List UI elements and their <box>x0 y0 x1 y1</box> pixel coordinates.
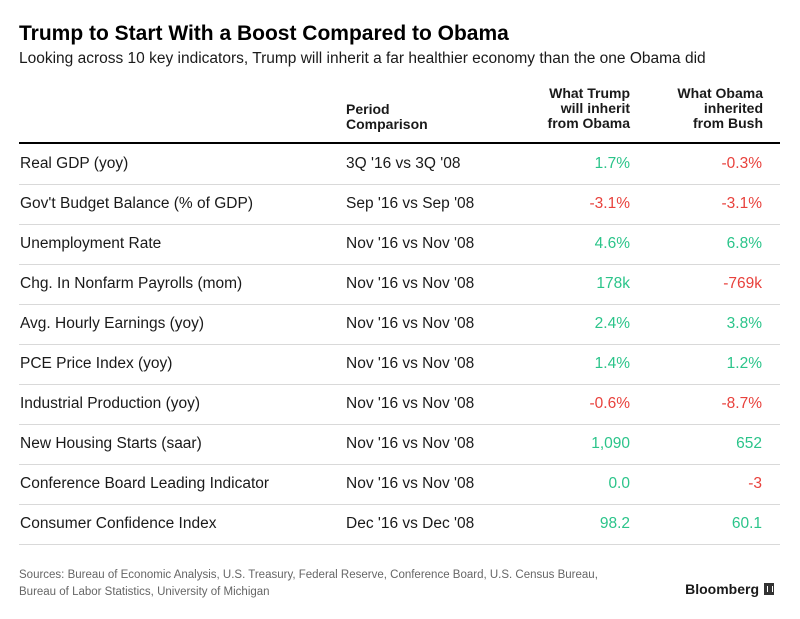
table-row: Chg. In Nonfarm Payrolls (mom) Nov '16 vs… <box>19 264 780 305</box>
indicator-cell: Avg. Hourly Earnings (yoy) <box>20 315 205 332</box>
obama-value-cell: -0.3% <box>721 155 763 172</box>
trump-value-cell: 98.2 <box>599 515 630 532</box>
header-obama-line: from Bush <box>693 115 763 131</box>
period-cell: 3Q '16 vs 3Q '08 <box>346 155 461 172</box>
table-row: Real GDP (yoy) 3Q '16 vs 3Q '08 1.7% -0.3% <box>19 144 780 185</box>
period-cell: Nov '16 vs Nov '08 <box>346 355 475 372</box>
table-row: Industrial Production (yoy) Nov '16 vs No… <box>19 384 780 425</box>
header-trump-line: What Trump <box>549 85 630 101</box>
obama-value-cell: 652 <box>736 435 762 452</box>
header-rule <box>19 142 780 144</box>
sources-note: Sources: Bureau of Economic Analysis, U.… <box>19 567 659 601</box>
brand-name: Bloomberg <box>685 581 759 597</box>
trump-value-cell: 1.4% <box>594 355 630 372</box>
indicator-cell: New Housing Starts (saar) <box>20 435 202 452</box>
indicator-cell: Unemployment Rate <box>20 235 162 252</box>
trump-value-cell: 1.7% <box>594 155 630 172</box>
chart-title: Trump to Start With a Boost Compared to … <box>19 22 509 45</box>
trump-value-cell: 178k <box>596 275 630 292</box>
header-trump-line: will inherit <box>560 100 630 116</box>
obama-value-cell: 1.2% <box>726 355 762 372</box>
obama-value-cell: -769k <box>723 275 762 292</box>
obama-value-cell: 3.8% <box>726 315 762 332</box>
table-row: PCE Price Index (yoy) Nov '16 vs Nov '08 1… <box>19 344 780 385</box>
bloomberg-logo-icon <box>764 583 774 595</box>
header-obama-line: inherited <box>703 100 763 116</box>
header-trump: What Trump will inherit from Obama <box>490 86 630 131</box>
indicator-cell: Gov't Budget Balance (% of GDP) <box>20 195 253 212</box>
indicator-cell: Chg. In Nonfarm Payrolls (mom) <box>20 275 243 292</box>
indicator-cell: PCE Price Index (yoy) <box>20 355 173 372</box>
header-period-line: Comparison <box>346 116 428 132</box>
period-cell: Nov '16 vs Nov '08 <box>346 475 475 492</box>
table-row: Avg. Hourly Earnings (yoy) Nov '16 vs Nov… <box>19 304 780 345</box>
trump-value-cell: 1,090 <box>591 435 630 452</box>
period-cell: Sep '16 vs Sep '08 <box>346 195 475 212</box>
indicator-cell: Conference Board Leading Indicator <box>20 475 270 492</box>
table-row: Unemployment Rate Nov '16 vs Nov '08 4.6% 6… <box>19 224 780 265</box>
period-cell: Dec '16 vs Dec '08 <box>346 515 475 532</box>
sources-line: Sources: Bureau of Economic Analysis, U.… <box>19 569 598 581</box>
period-cell: Nov '16 vs Nov '08 <box>346 235 475 252</box>
indicator-cell: Industrial Production (yoy) <box>20 395 201 412</box>
header-period: Period Comparison <box>346 102 486 132</box>
obama-value-cell: 6.8% <box>726 235 762 252</box>
trump-value-cell: -3.1% <box>589 195 631 212</box>
obama-value-cell: -8.7% <box>721 395 763 412</box>
indicator-cell: Consumer Confidence Index <box>20 515 217 532</box>
brand: Bloomberg <box>685 581 774 597</box>
indicator-cell: Real GDP (yoy) <box>20 155 129 172</box>
header-period-line: Period <box>346 101 390 117</box>
period-cell: Nov '16 vs Nov '08 <box>346 315 475 332</box>
header-obama: What Obama inherited from Bush <box>620 86 763 131</box>
header-trump-line: from Obama <box>547 115 630 131</box>
trump-value-cell: 0.0 <box>608 475 630 492</box>
period-cell: Nov '16 vs Nov '08 <box>346 275 475 292</box>
sources-line: Bureau of Labor Statistics, University o… <box>19 586 270 598</box>
obama-value-cell: -3.1% <box>721 195 763 212</box>
period-cell: Nov '16 vs Nov '08 <box>346 435 475 452</box>
chart-subtitle: Looking across 10 key indicators, Trump … <box>19 50 706 67</box>
trump-value-cell: 4.6% <box>594 235 630 252</box>
table-row: Conference Board Leading Indicator Nov '1… <box>19 464 780 505</box>
table-row: New Housing Starts (saar) Nov '16 vs Nov … <box>19 424 780 465</box>
header-obama-line: What Obama <box>677 85 763 101</box>
period-cell: Nov '16 vs Nov '08 <box>346 395 475 412</box>
trump-value-cell: -0.6% <box>589 395 631 412</box>
obama-value-cell: 60.1 <box>731 515 762 532</box>
trump-value-cell: 2.4% <box>594 315 630 332</box>
table-row: Consumer Confidence Index Dec '16 vs Dec … <box>19 504 780 545</box>
obama-value-cell: -3 <box>748 475 762 492</box>
table-row: Gov't Budget Balance (% of GDP) Sep '16 v… <box>19 184 780 225</box>
